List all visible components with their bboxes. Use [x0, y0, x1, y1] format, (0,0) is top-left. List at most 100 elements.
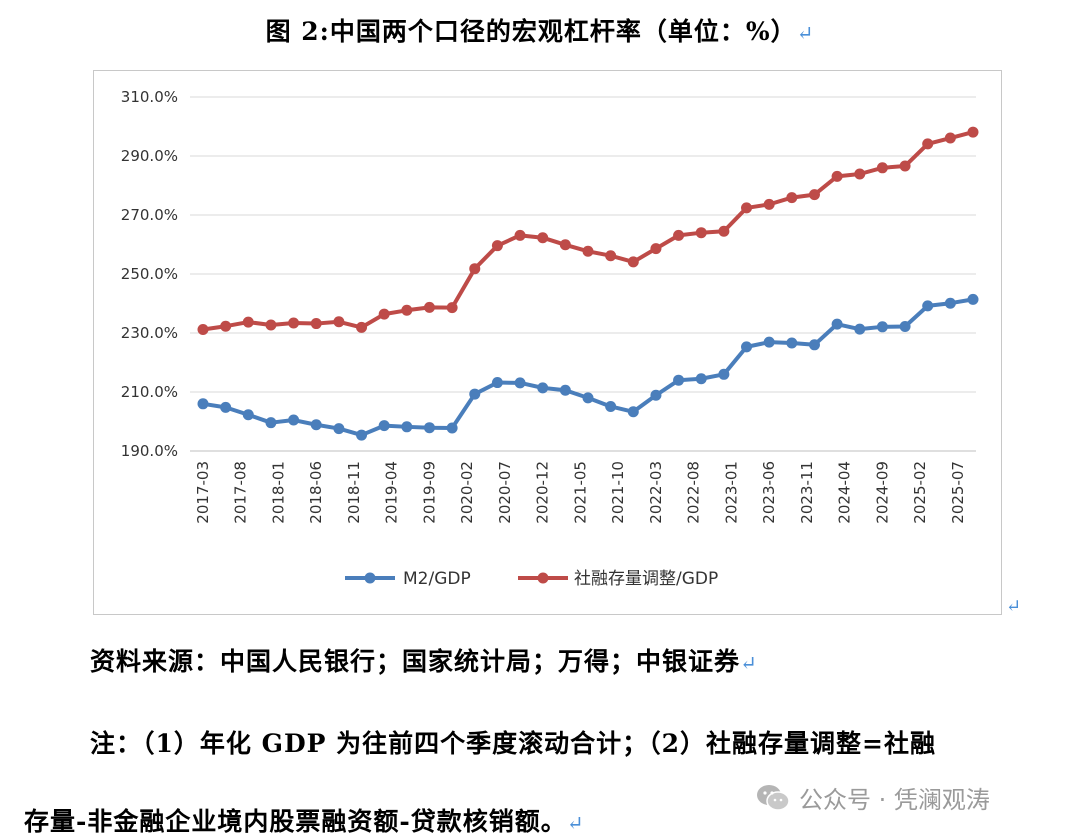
data-point — [197, 398, 209, 410]
y-tick-label: 290.0% — [121, 147, 178, 165]
wechat-icon — [757, 784, 790, 811]
data-point — [356, 321, 368, 333]
note-line-2-text: 存量-非金融企业境内股票融资额-贷款核销额。 — [24, 807, 567, 836]
data-point — [446, 422, 458, 434]
data-point — [922, 300, 934, 312]
data-point — [469, 263, 481, 275]
data-point — [491, 377, 503, 389]
data-point — [378, 420, 390, 432]
data-point — [220, 401, 232, 413]
data-point — [741, 202, 753, 214]
data-point — [333, 316, 345, 328]
data-point — [854, 168, 866, 180]
data-point — [288, 317, 300, 329]
x-tick-label: 2022-08 — [685, 461, 703, 524]
data-point — [559, 384, 571, 396]
legend-label: M2/GDP — [403, 569, 471, 589]
line-chart: 190.0% 210.0% 230.0% 250.0% 270.0% 290.0% 310.… — [121, 88, 979, 589]
data-point — [627, 256, 639, 268]
return-mark-icon: ↵ — [796, 21, 815, 45]
data-point — [605, 400, 617, 412]
chart-title: 图 2:中国两个口径的宏观杠杆率（单位：%）↵ — [0, 12, 1080, 48]
data-point — [333, 423, 345, 435]
x-tick-label: 2020-02 — [458, 461, 476, 524]
data-point — [673, 374, 685, 386]
x-tick-label: 2025-02 — [911, 461, 929, 524]
y-tick-label: 190.0% — [121, 442, 178, 460]
data-point — [695, 227, 707, 239]
x-tick-label: 2023-06 — [760, 461, 778, 524]
source-text: 资料来源：中国人民银行；国家统计局；万得；中银证券 — [90, 647, 741, 676]
data-point — [718, 368, 730, 380]
x-tick-label: 2018-01 — [269, 461, 287, 524]
data-point — [491, 240, 503, 252]
data-point — [378, 308, 390, 320]
x-tick-label: 2018-11 — [345, 461, 363, 524]
data-point — [310, 419, 322, 431]
data-point — [242, 316, 254, 328]
data-point — [944, 132, 956, 144]
data-point — [967, 293, 979, 305]
data-point — [265, 417, 277, 429]
legend-marker — [537, 572, 549, 584]
data-point — [763, 336, 775, 348]
data-point — [876, 162, 888, 174]
watermark-text: 公众号 · 凭澜观涛 — [799, 786, 990, 814]
watermark: 公众号 · 凭澜观涛 — [755, 780, 990, 815]
data-point — [650, 243, 662, 255]
data-point — [514, 377, 526, 389]
data-point — [242, 409, 254, 421]
data-point — [786, 192, 798, 204]
return-mark-icon: ↵ — [566, 811, 585, 835]
data-point — [356, 429, 368, 441]
data-point — [423, 422, 435, 434]
data-point — [899, 160, 911, 172]
return-mark-icon: ↵ — [740, 651, 758, 675]
note-line-2: 存量-非金融企业境内股票融资额-贷款核销额。↵ — [24, 802, 585, 838]
data-point — [808, 189, 820, 201]
x-tick-label: 2024-04 — [836, 461, 854, 524]
data-point — [537, 232, 549, 244]
source-note: 资料来源：中国人民银行；国家统计局；万得；中银证券↵ — [90, 642, 758, 678]
data-point — [627, 406, 639, 418]
y-tick-label: 210.0% — [121, 383, 178, 401]
data-point — [446, 302, 458, 314]
data-point — [537, 382, 549, 394]
x-tick-label: 2021-10 — [609, 461, 627, 524]
data-point — [288, 414, 300, 426]
data-point — [922, 138, 934, 150]
data-point — [582, 245, 594, 257]
data-point — [401, 304, 413, 316]
x-tick-label: 2021-05 — [571, 461, 589, 524]
data-point — [831, 318, 843, 330]
data-point — [673, 229, 685, 241]
data-point — [469, 388, 481, 400]
data-point — [514, 229, 526, 241]
y-tick-label: 310.0% — [121, 88, 178, 106]
x-tick-label: 2023-01 — [722, 461, 740, 524]
chart-title-text: 图 2:中国两个口径的宏观杠杆率（单位：%） — [265, 17, 797, 46]
data-point — [876, 321, 888, 333]
data-point — [423, 301, 435, 313]
data-point — [944, 297, 956, 309]
data-point — [763, 198, 775, 210]
x-tick-label: 2023-11 — [798, 461, 816, 524]
y-tick-label: 230.0% — [121, 324, 178, 342]
data-point — [808, 339, 820, 351]
data-point — [401, 421, 413, 433]
x-tick-label: 2020-07 — [496, 461, 514, 524]
data-point — [265, 319, 277, 331]
chart-frame — [93, 70, 1002, 615]
note-line-1: 注：（1）年化 GDP 为往前四个季度滚动合计；（2）社融存量调整=社融 — [90, 729, 936, 758]
data-point — [831, 170, 843, 182]
x-tick-label: 2025-07 — [949, 461, 967, 524]
x-tick-label: 2024-09 — [873, 461, 891, 524]
data-point — [786, 337, 798, 349]
y-tick-label: 270.0% — [121, 206, 178, 224]
legend-label: 社融存量调整/GDP — [574, 569, 718, 589]
x-tick-label: 2019-09 — [420, 461, 438, 524]
data-point — [310, 318, 322, 330]
series-line-social-financing-gdp — [202, 130, 974, 332]
data-point — [854, 323, 866, 335]
data-point — [650, 389, 662, 401]
